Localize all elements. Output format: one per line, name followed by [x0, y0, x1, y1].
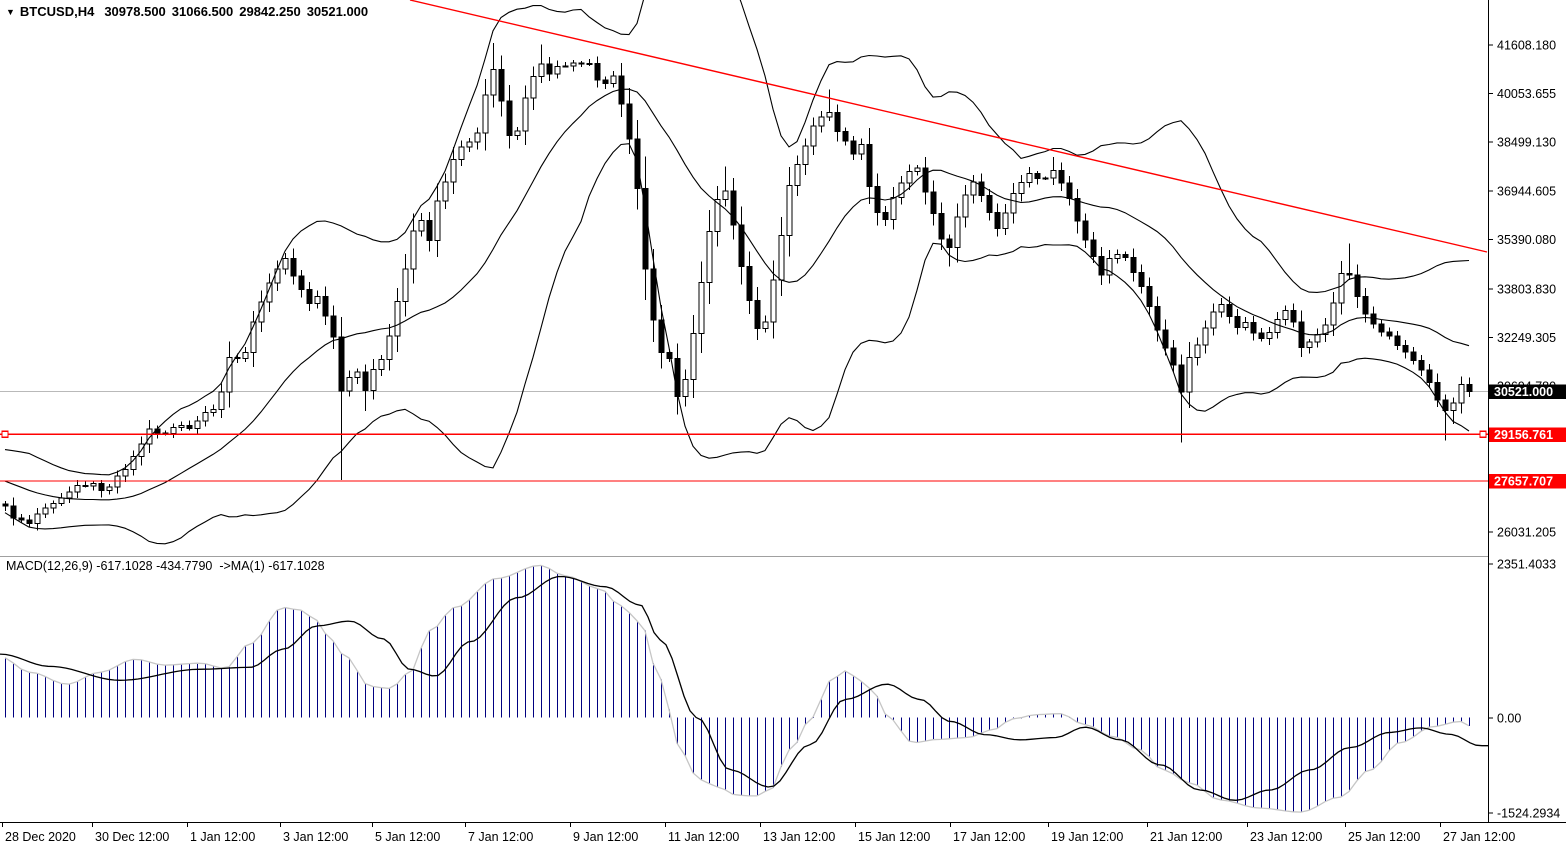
price-axis-label: 32249.305 — [1497, 331, 1556, 345]
time-axis-label: 15 Jan 12:00 — [858, 830, 930, 844]
ohlc-low: 29842.250 — [239, 4, 301, 19]
macd-layer — [0, 564, 1488, 813]
ohlc-open: 30978.500 — [104, 4, 166, 19]
macd-axis-label: -1524.2934 — [1497, 807, 1560, 821]
ohlc-close: 30521.000 — [306, 4, 369, 19]
bollinger-lower-line — [4, 143, 1470, 545]
time-axis-label: 23 Jan 12:00 — [1250, 830, 1322, 844]
ohlc-high: 31066.500 — [171, 4, 234, 19]
level-handle-right[interactable] — [1479, 430, 1487, 438]
macd-indicator-label: MACD(12,26,9) -617.1028 -434.7790 ->MA(1… — [6, 559, 325, 573]
price-axis[interactable]: 41608.180 40053.655 38499.130 36944.605 3539… — [1488, 39, 1560, 821]
svg-text:27657.707: 27657.707 — [1494, 475, 1553, 489]
descending-trendline[interactable] — [409, 0, 1488, 253]
macd-axis-label: 0.00 — [1497, 712, 1521, 726]
price-axis-label: 35390.080 — [1497, 233, 1556, 247]
chart-title: ▼ BTCUSD,H4 30978.500 31066.500 29842.250 305… — [6, 4, 374, 19]
bollinger-bands — [4, 0, 1470, 545]
time-axis-label: 21 Jan 12:00 — [1150, 830, 1222, 844]
time-axis-label: 19 Jan 12:00 — [1051, 830, 1123, 844]
price-axis-label: 36944.605 — [1497, 184, 1556, 198]
macd-signal-line — [0, 575, 1488, 801]
time-axis-label: 13 Jan 12:00 — [763, 830, 835, 844]
time-axis[interactable]: 28 Dec 2020 30 Dec 12:00 1 Jan 12:00 3 Jan … — [2, 822, 1516, 844]
candles-layer — [2, 42, 1473, 531]
time-axis-label: 1 Jan 12:00 — [190, 830, 255, 844]
bollinger-upper-line — [4, 0, 1470, 476]
time-axis-label: 9 Jan 12:00 — [573, 830, 638, 844]
current-price-badge[interactable]: 30521.000 — [1489, 384, 1566, 400]
svg-text:30521.000: 30521.000 — [1494, 385, 1553, 399]
symbol-dropdown-icon[interactable]: ▼ — [6, 7, 15, 17]
time-axis-label: 25 Jan 12:00 — [1348, 830, 1420, 844]
time-axis-label: 28 Dec 2020 — [5, 830, 76, 844]
price-axis-label: 38499.130 — [1497, 136, 1556, 150]
bollinger-middle-line — [4, 88, 1470, 501]
symbol-period-label: BTCUSD,H4 — [19, 4, 95, 19]
level-price-badge-1[interactable]: 27657.707 — [1489, 474, 1566, 489]
price-axis-label: 40053.655 — [1497, 87, 1556, 101]
svg-text:29156.761: 29156.761 — [1494, 428, 1553, 442]
time-axis-label: 5 Jan 12:00 — [375, 830, 440, 844]
time-axis-label: 30 Dec 12:00 — [95, 830, 169, 844]
time-axis-label: 27 Jan 12:00 — [1443, 830, 1515, 844]
price-axis-label: 26031.205 — [1497, 525, 1556, 539]
time-axis-label: 17 Jan 12:00 — [953, 830, 1025, 844]
price-axis-label: 33803.830 — [1497, 282, 1556, 296]
time-axis-label: 11 Jan 12:00 — [668, 830, 739, 844]
time-axis-label: 3 Jan 12:00 — [283, 830, 348, 844]
time-axis-label: 7 Jan 12:00 — [468, 830, 533, 844]
price-axis-label: 41608.180 — [1497, 39, 1556, 53]
level-price-badge-0[interactable]: 29156.761 — [1489, 427, 1566, 442]
macd-ma1-overlay-line — [4, 564, 1470, 813]
level-handle-left[interactable] — [1, 430, 9, 438]
macd-axis-label: 2351.4033 — [1497, 558, 1556, 572]
